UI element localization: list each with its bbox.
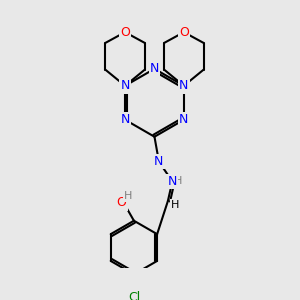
Text: N: N	[154, 155, 164, 168]
Text: H: H	[173, 176, 182, 186]
Text: N: N	[150, 62, 159, 75]
Text: N: N	[179, 79, 189, 92]
Text: O: O	[179, 26, 189, 39]
Text: H: H	[171, 200, 179, 210]
Text: H: H	[124, 191, 133, 201]
Text: N: N	[120, 79, 130, 92]
Text: N: N	[120, 113, 130, 126]
Text: O: O	[120, 26, 130, 39]
Text: Cl: Cl	[128, 291, 140, 300]
Text: N: N	[168, 175, 177, 188]
Text: N: N	[179, 113, 189, 126]
Text: O: O	[116, 196, 126, 209]
